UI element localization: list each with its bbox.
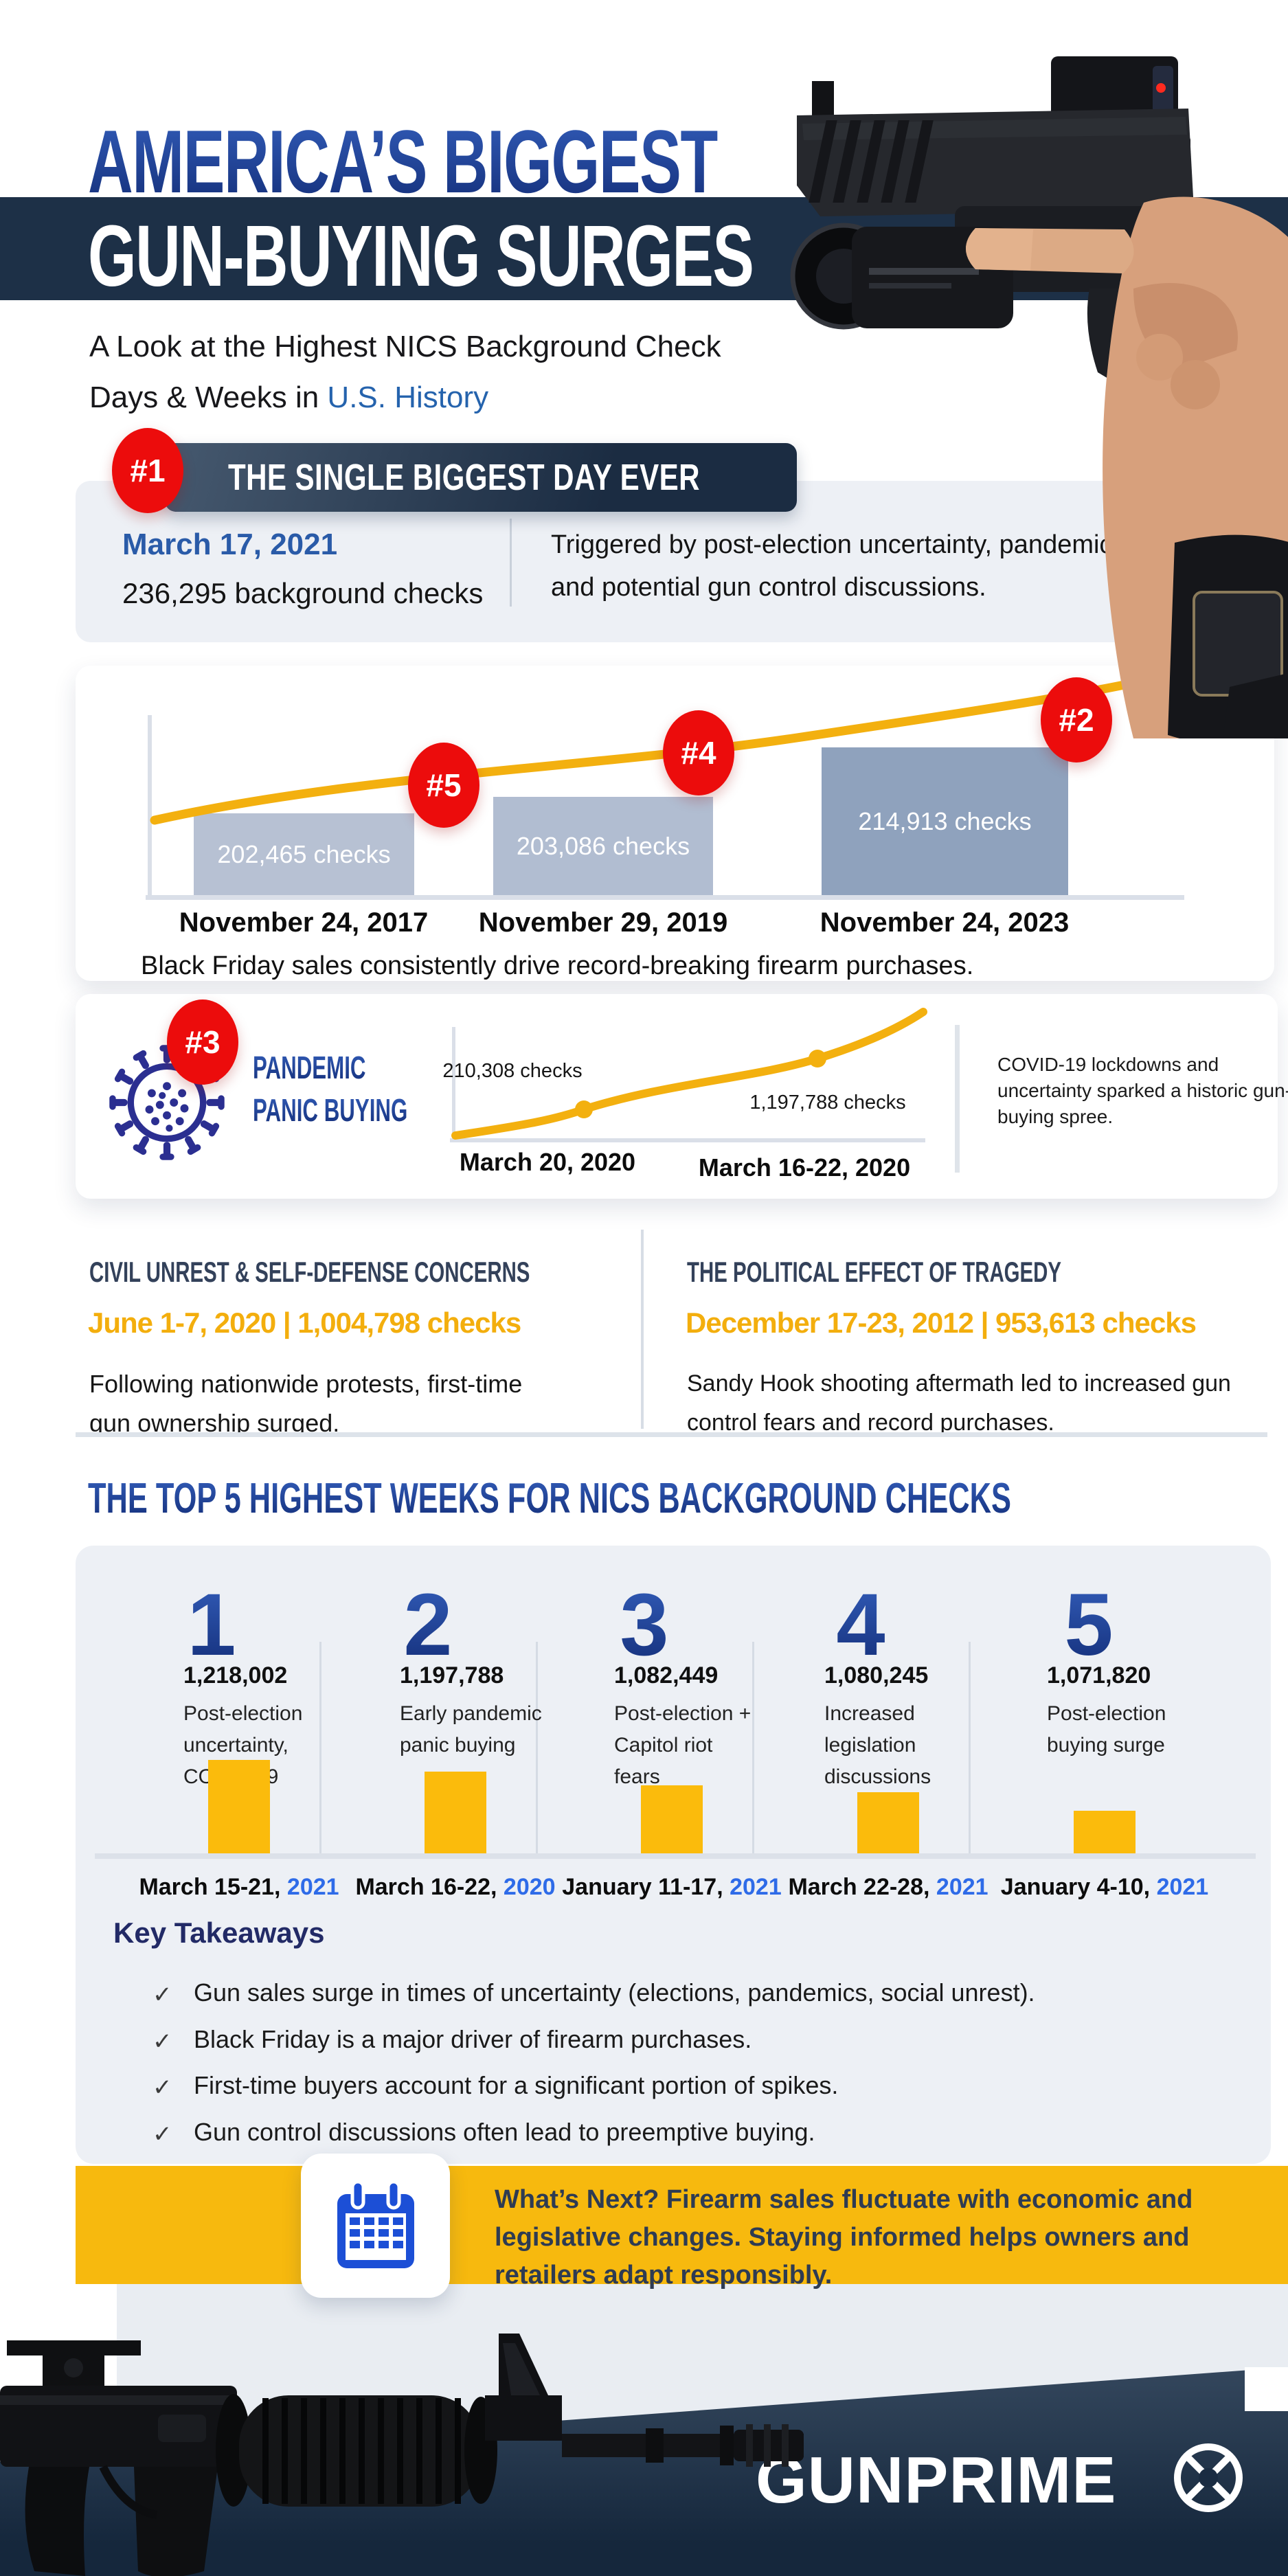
week-bar	[1074, 1811, 1136, 1853]
section1-banner: THE SINGLE BIGGEST DAY EVER	[165, 443, 797, 512]
chart-caption: Black Friday sales consistently drive re…	[141, 951, 974, 980]
black-friday-chart-card: 202,465 checks 203,086 checks 214,913 ch…	[76, 666, 1274, 981]
week-date: March 15-21, 2021	[139, 1874, 339, 1900]
week-bar	[208, 1760, 270, 1853]
week-date: March 22-28, 2021	[788, 1874, 988, 1900]
takeaway-item: Black Friday is a major driver of firear…	[194, 2025, 752, 2053]
rank-badge-3: #3	[167, 999, 238, 1085]
biggest-day-stat: 236,295 background checks	[122, 577, 484, 609]
week-bar	[641, 1785, 703, 1853]
x-axis	[450, 1138, 925, 1142]
bar-date: November 24, 2017	[179, 907, 429, 938]
subtitle-line2: Days & Weeks in U.S. History	[89, 381, 489, 414]
section1-banner-label: THE SINGLE BIGGEST DAY EVER	[228, 457, 700, 498]
bar-date: November 24, 2023	[820, 907, 1070, 938]
biggest-day-date: March 17, 2021	[122, 528, 338, 561]
takeaway-item: Gun control discussions often lead to pr…	[194, 2118, 815, 2146]
bar-date: November 29, 2019	[478, 907, 728, 938]
divider	[510, 519, 512, 607]
week-description: Post-election + Capitol riot fears	[614, 1702, 752, 1788]
pandemic-line	[451, 1008, 927, 1140]
point-label: 1,197,788 checks	[749, 1092, 906, 1114]
column-divider	[752, 1642, 754, 1855]
check-icon: ✓	[152, 1982, 172, 2008]
pandemic-title-line2: PANIC BUYING	[253, 1092, 408, 1128]
event-title-civil-unrest: CIVIL UNREST & SELF-DEFENSE CONCERNS	[89, 1256, 530, 1288]
key-takeaways-title: Key Takeaways	[113, 1917, 325, 1949]
virus-icon	[109, 1045, 225, 1160]
event-description: Sandy Hook shooting aftermath led to inc…	[687, 1370, 1231, 1436]
rank-badge-5: #5	[408, 743, 479, 828]
y-axis	[452, 1027, 455, 1140]
top5-title: THE TOP 5 HIGHEST WEEKS FOR NICS BACKGRO…	[88, 1475, 1011, 1522]
bar-2019: 203,086 checks	[493, 797, 713, 895]
column-divider	[319, 1642, 321, 1855]
week-value: 1,082,449	[614, 1662, 719, 1688]
point-date: March 16-22, 2020	[698, 1153, 911, 1182]
rifle-photo	[0, 2334, 804, 2576]
rank-number: 1	[187, 1576, 236, 1674]
week-bar	[857, 1792, 919, 1853]
subtitle-accent: U.S. History	[327, 381, 489, 414]
takeaway-item: Gun sales surge in times of uncertainty …	[194, 1978, 1035, 2007]
point-date: March 20, 2020	[459, 1148, 636, 1176]
event-title-tragedy: THE POLITICAL EFFECT OF TRAGEDY	[687, 1256, 1061, 1288]
rank-number: 5	[1064, 1576, 1114, 1674]
x-axis	[95, 1853, 1256, 1859]
pandemic-card: #3 PANDEMIC PANIC BUYING 210,308 checks …	[76, 994, 1288, 1199]
rank-number: 2	[403, 1576, 453, 1674]
check-icon: ✓	[152, 2121, 172, 2147]
week-description: Early pandemic panic buying	[400, 1702, 542, 1756]
whats-next-banner: What’s Next? Firearm sales fluctuate wit…	[76, 2166, 1288, 2290]
y-axis	[148, 715, 152, 899]
rank-number: 3	[620, 1576, 669, 1674]
week-bar	[425, 1772, 486, 1853]
event-stat: June 1-7, 2020 | 1,004,798 checks	[88, 1307, 521, 1339]
week-value: 1,071,820	[1047, 1662, 1151, 1688]
brand-wordmark: GUNPRIME	[756, 2443, 1117, 2517]
takeaway-item: First-time buyers account for a signific…	[194, 2071, 839, 2099]
subtitle-line1: A Look at the Highest NICS Background Ch…	[89, 330, 721, 363]
column-divider	[969, 1642, 971, 1855]
check-icon: ✓	[152, 2029, 172, 2055]
week-date: January 4-10, 2021	[1000, 1874, 1209, 1900]
rank-badge-4: #4	[663, 710, 734, 795]
pandemic-title-line1: PANDEMIC	[253, 1050, 366, 1085]
subtitle: A Look at the Highest NICS Background Ch…	[89, 321, 721, 423]
week-date: January 11-17, 2021	[562, 1874, 782, 1900]
rank-number: 4	[836, 1576, 885, 1674]
page-title-line1: AMERICA’S BIGGEST	[88, 111, 719, 212]
check-icon: ✓	[152, 2075, 172, 2101]
week-value: 1,080,245	[824, 1662, 929, 1688]
pistol-photo	[790, 56, 1288, 738]
week-description: Increased legislation discussions	[824, 1702, 931, 1788]
calendar-icon	[337, 2180, 414, 2268]
footer-corner-notch	[1245, 2367, 1288, 2411]
divider	[641, 1230, 644, 1429]
event-description: Following nationwide protests, first-tim…	[89, 1370, 523, 1437]
column-divider	[536, 1642, 538, 1855]
page-title-line2: GUN-BUYING SURGES	[88, 207, 754, 304]
week-description: Post-election buying surge	[1047, 1702, 1166, 1756]
section-divider	[76, 1432, 1267, 1437]
divider	[955, 1025, 960, 1173]
whats-next-text: What’s Next? Firearm sales fluctuate wit…	[495, 2185, 1193, 2290]
rank-badge-2: #2	[1041, 677, 1112, 762]
event-stat: December 17-23, 2012 | 953,613 checks	[686, 1307, 1197, 1339]
biggest-day-description: Triggered by post-election uncertainty, …	[551, 530, 1186, 602]
week-value: 1,197,788	[400, 1662, 504, 1688]
rank-badge-1: #1	[112, 428, 183, 513]
week-date: March 16-22, 2020	[355, 1874, 556, 1900]
bar-2023: 214,913 checks	[822, 747, 1068, 895]
calendar-tile	[301, 2154, 450, 2298]
week-value: 1,218,002	[183, 1662, 288, 1688]
pandemic-description: COVID-19 lockdowns and uncertainty spark…	[997, 1054, 1288, 1127]
bar-2017: 202,465 checks	[194, 813, 414, 895]
top5-card: 1 2 3 4 5 1,218,002 1,197,788 1,082,449 …	[76, 1546, 1271, 2164]
point-label: 210,308 checks	[442, 1060, 583, 1082]
brand-scope-icon	[1174, 2443, 1243, 2512]
x-axis	[146, 895, 1184, 900]
